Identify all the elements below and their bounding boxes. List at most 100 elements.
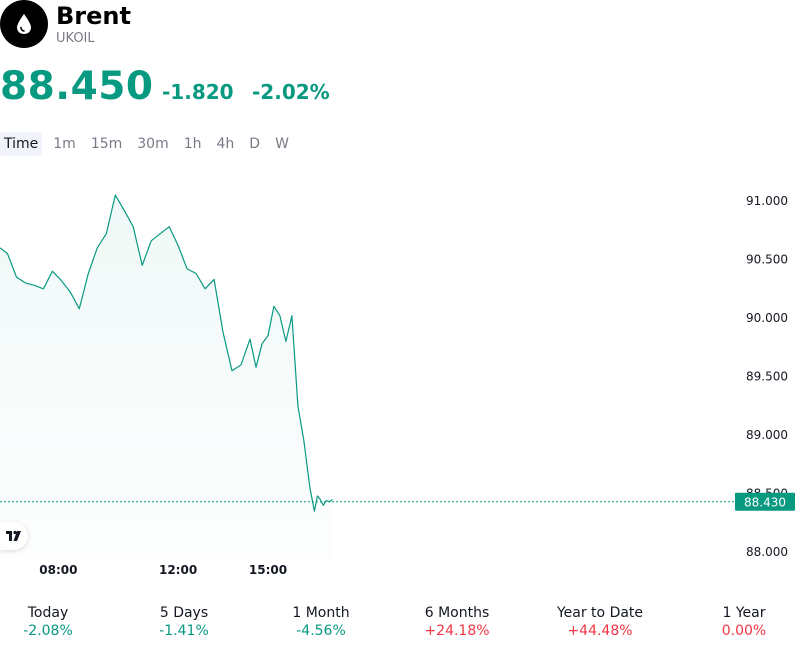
data-point xyxy=(52,271,53,272)
symbol-header: Brent UKOIL xyxy=(0,0,400,50)
data-point xyxy=(240,364,241,365)
data-point xyxy=(273,306,274,307)
price-change-percent: -2.02% xyxy=(252,80,330,104)
data-point xyxy=(323,505,324,506)
last-price-marker: 88.430 xyxy=(0,492,795,511)
perf-label: 6 Months xyxy=(424,605,490,621)
perf-value: -1.41% xyxy=(159,623,209,639)
last-price-label: 88.430 xyxy=(744,495,786,509)
data-point xyxy=(261,343,262,344)
data-point xyxy=(309,487,310,488)
series-line xyxy=(0,194,333,512)
series-layer xyxy=(0,194,333,558)
y-tick-label: 89.500 xyxy=(746,370,788,384)
data-point xyxy=(97,247,98,248)
symbol-name: Brent xyxy=(56,2,131,30)
data-point xyxy=(222,332,223,333)
tab-4h[interactable]: 4h xyxy=(216,136,235,152)
oil-drop-icon xyxy=(0,0,48,48)
perf-value: +44.48% xyxy=(567,623,633,639)
data-point xyxy=(303,440,304,441)
chart-canvas[interactable]: 91.00090.50090.00089.50089.00088.50088.0… xyxy=(0,160,800,585)
tab-1h[interactable]: 1h xyxy=(183,136,202,152)
data-point xyxy=(205,288,206,289)
series-area xyxy=(0,195,333,558)
y-tick-label: 89.000 xyxy=(746,428,788,442)
data-point xyxy=(43,288,44,289)
data-point xyxy=(196,273,197,274)
perf-value: +24.18% xyxy=(424,623,490,639)
data-point xyxy=(332,499,333,500)
perf-value: 0.00% xyxy=(721,623,767,639)
price-chart[interactable]: 91.00090.50090.00089.50089.00088.50088.0… xyxy=(0,160,800,585)
last-price: 88.450 xyxy=(0,64,154,109)
y-axis: 91.00090.50090.00089.50089.00088.50088.0… xyxy=(746,194,788,559)
data-point xyxy=(124,210,125,211)
data-point xyxy=(187,268,188,269)
data-point xyxy=(7,253,8,254)
perf-label: 1 Year xyxy=(722,605,766,621)
y-tick-label: 90.500 xyxy=(746,253,788,267)
data-point xyxy=(326,500,327,501)
data-point xyxy=(178,245,179,246)
data-point xyxy=(214,279,215,280)
perf-value: -4.56% xyxy=(296,623,346,639)
x-tick-label: 08:00 xyxy=(39,563,77,577)
perf-label: Year to Date xyxy=(556,605,644,621)
symbol-ticker: UKOIL xyxy=(56,31,95,46)
data-point xyxy=(249,339,250,340)
data-point xyxy=(314,511,315,512)
tab-w[interactable]: W xyxy=(275,136,289,152)
data-point xyxy=(34,285,35,286)
y-tick-label: 88.000 xyxy=(746,545,788,559)
data-point xyxy=(297,405,298,406)
tradingview-logo-icon[interactable] xyxy=(0,522,28,550)
data-point xyxy=(291,315,292,316)
perf-label: 5 Days xyxy=(159,605,209,621)
data-point xyxy=(255,367,256,368)
tab-time[interactable]: Time xyxy=(0,132,43,156)
data-point xyxy=(142,265,143,266)
data-point xyxy=(25,282,26,283)
perf-1-month[interactable]: 1 Month -4.56% xyxy=(256,604,386,640)
x-axis: 08:00 12:00 15:00 xyxy=(39,563,287,577)
data-point xyxy=(79,308,80,309)
y-tick-label: 91.000 xyxy=(746,194,788,208)
tab-1m[interactable]: 1m xyxy=(53,136,76,152)
data-point xyxy=(267,335,268,336)
data-point xyxy=(151,240,152,241)
data-point xyxy=(231,370,232,371)
performance-bar: Today -2.08% 5 Days -1.41% 1 Month -4.56… xyxy=(0,604,800,654)
quote-row: 88.450 -1.820 -2.02% xyxy=(0,64,500,110)
perf-label: 1 Month xyxy=(292,605,350,621)
data-point xyxy=(160,233,161,234)
data-point xyxy=(279,315,280,316)
data-point xyxy=(16,277,17,278)
data-point xyxy=(88,273,89,274)
data-point xyxy=(285,341,286,342)
data-point xyxy=(115,195,116,196)
perf-6-months[interactable]: 6 Months +24.18% xyxy=(392,604,522,640)
data-point xyxy=(70,292,71,293)
x-tick-label: 12:00 xyxy=(159,563,197,577)
perf-1-year[interactable]: 1 Year 0.00% xyxy=(679,604,800,640)
last-price-badge xyxy=(735,492,795,511)
data-point xyxy=(106,233,107,234)
perf-value: -2.08% xyxy=(23,623,73,639)
data-point xyxy=(133,226,134,227)
tab-15m[interactable]: 15m xyxy=(90,136,123,152)
data-point xyxy=(169,226,170,227)
data-point xyxy=(317,495,318,496)
perf-today[interactable]: Today -2.08% xyxy=(0,604,113,640)
data-point xyxy=(320,499,321,500)
tab-30m[interactable]: 30m xyxy=(137,136,169,152)
perf-5-days[interactable]: 5 Days -1.41% xyxy=(119,604,249,640)
perf-label: Today xyxy=(27,605,69,621)
perf-year-to-date[interactable]: Year to Date +44.48% xyxy=(535,604,665,640)
y-tick-label: 90.000 xyxy=(746,311,788,325)
x-tick-label: 15:00 xyxy=(249,563,287,577)
tab-d[interactable]: D xyxy=(249,136,261,152)
interval-tabs: Time 1m 15m 30m 1h 4h D W xyxy=(0,132,300,156)
price-change: -1.820 xyxy=(162,80,234,104)
data-point xyxy=(61,280,62,281)
